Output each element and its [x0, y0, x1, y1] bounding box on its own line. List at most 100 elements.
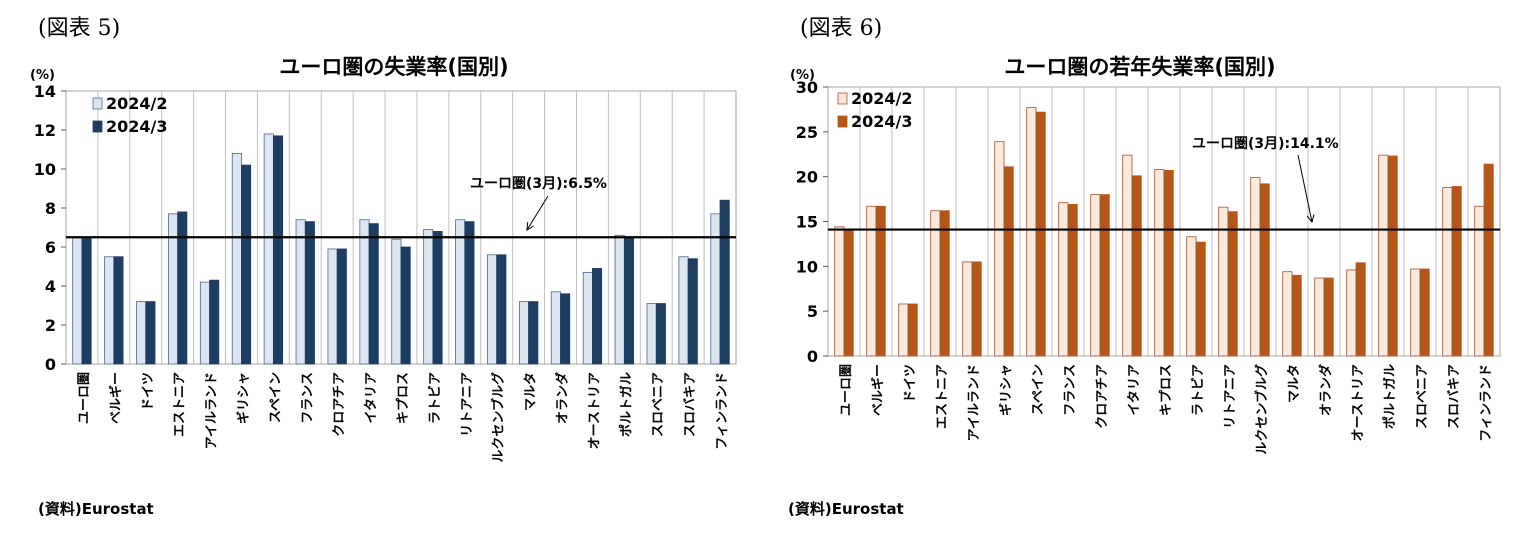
annotation-arrowhead [526, 222, 534, 231]
bar-mar-14 [528, 301, 539, 365]
bar-feb-1 [104, 256, 115, 365]
x-tick-label: フィンランド [1479, 364, 1494, 442]
bar-mar-16 [592, 268, 603, 365]
bar-feb-15 [550, 291, 561, 365]
bar-mar-13 [496, 254, 507, 365]
x-tick-label: ドイツ [141, 372, 156, 411]
x-tick-label: リトアニア [460, 372, 475, 437]
x-tick-label: フランス [1063, 364, 1078, 416]
x-tick-label: アイルランド [205, 372, 220, 449]
bar-feb-15 [1314, 277, 1325, 357]
x-tick-label: クロアチア [332, 372, 347, 437]
bar-feb-9 [1122, 154, 1133, 357]
bar-feb-5 [231, 152, 242, 365]
x-tick-label: スペイン [268, 372, 283, 423]
x-tick-label: ギリシャ [235, 372, 251, 424]
bar-mar-19 [687, 258, 698, 365]
y-tick-label: 12 [34, 121, 56, 140]
y-tick-label: 6 [45, 238, 56, 257]
x-tick-label: スペイン [1031, 364, 1046, 415]
bar-mar-2 [145, 301, 156, 365]
bar-mar-8 [1099, 194, 1110, 357]
y-tick-label: 14 [34, 82, 56, 101]
y-tick-label: 10 [34, 160, 56, 179]
x-tick-label: フランス [300, 372, 315, 424]
bar-feb-6 [1026, 107, 1037, 357]
x-tick-label: ルクセンブルグ [491, 372, 507, 463]
bar-feb-10 [1154, 169, 1165, 357]
source-note-2: (資料)Eurostat [788, 500, 904, 518]
y-tick-label: 30 [796, 78, 818, 97]
x-tick-label: リトアニア [1223, 364, 1238, 429]
bar-mar-18 [1419, 268, 1430, 357]
x-tick-label: マルタ [524, 372, 539, 411]
y-tick-label: 20 [796, 168, 818, 187]
y-axis-unit: (%) [790, 68, 815, 83]
bar-mar-0 [81, 236, 92, 365]
y-tick-label: 5 [807, 302, 818, 321]
y-tick-label: 25 [796, 123, 818, 142]
bar-feb-17 [614, 234, 625, 365]
bar-mar-12 [464, 221, 475, 365]
bar-mar-6 [1035, 111, 1046, 357]
figure-label-1: (図表 5) [38, 16, 121, 41]
x-tick-label: オーストリア [587, 372, 602, 449]
source-note-1: (資料)Eurostat [38, 500, 154, 518]
y-tick-label: 15 [796, 213, 818, 232]
chart-title: ユーロ圏の失業率(国別) [279, 55, 508, 79]
legend-label-1: 2024/3 [851, 112, 913, 131]
x-tick-label: ラトビア [427, 372, 443, 424]
bar-mar-7 [1067, 204, 1078, 357]
bar-mar-4 [209, 279, 220, 365]
bar-mar-12 [1227, 211, 1238, 357]
legend-label-0: 2024/2 [106, 94, 168, 113]
x-tick-label: ユーロ圏 [839, 364, 854, 416]
x-tick-label: イタリア [364, 372, 379, 423]
figure-label-2: (図表 6) [800, 16, 883, 41]
x-tick-label: キプロス [396, 372, 411, 424]
bar-feb-17 [1378, 154, 1389, 357]
bar-feb-5 [994, 141, 1005, 357]
bar-feb-16 [1346, 269, 1357, 357]
bar-feb-14 [1282, 271, 1293, 357]
x-tick-label: オランダ [1318, 364, 1334, 416]
bar-feb-0 [72, 236, 83, 365]
bar-feb-19 [678, 256, 689, 365]
legend-label-0: 2024/2 [851, 89, 913, 108]
bar-feb-12 [455, 219, 466, 365]
bar-mar-20 [1483, 163, 1494, 357]
bar-mar-18 [655, 303, 666, 365]
bar-feb-13 [1250, 177, 1261, 357]
bar-mar-9 [1131, 175, 1142, 357]
x-tick-label: ルクセンブルグ [1254, 364, 1270, 455]
bar-feb-10 [391, 238, 402, 365]
bar-feb-8 [1090, 194, 1101, 357]
bar-mar-6 [272, 135, 284, 365]
x-tick-label: キプロス [1159, 364, 1174, 416]
bar-mar-10 [1163, 169, 1174, 357]
annotation-arrowhead [1306, 214, 1315, 224]
bar-mar-16 [1355, 262, 1366, 357]
y-tick-label: 10 [796, 257, 818, 276]
bar-feb-11 [1186, 236, 1197, 357]
bar-mar-8 [336, 248, 347, 365]
x-tick-label: ベルギー [108, 372, 124, 424]
bar-mar-17 [1387, 155, 1398, 357]
unemployment-chart: ユーロ圏の失業率(国別) (%) 0 2 4 6 8 10 12 14 ユーロ圏 ベルギー ドイツ エスト… [30, 55, 737, 463]
reference-annotation: ユーロ圏(3月):6.5% [470, 176, 607, 192]
x-tick-label: スロベニア [1415, 364, 1430, 429]
bar-mar-0 [843, 229, 854, 357]
x-tick-label: ユーロ圏 [77, 372, 92, 424]
bar-mar-17 [623, 236, 634, 365]
x-tick-label: マルタ [1287, 364, 1302, 403]
x-tick-label: オーストリア [1351, 364, 1366, 441]
legend-swatch-0 [92, 97, 103, 110]
x-tick-label: オランダ [555, 372, 571, 424]
bar-mar-1 [875, 205, 886, 357]
bar-mar-3 [939, 210, 950, 357]
bar-feb-9 [359, 219, 370, 365]
bar-feb-18 [646, 303, 657, 365]
bar-mar-7 [304, 221, 315, 365]
legend-swatch-1 [837, 115, 848, 128]
x-tick-label: スロベニア [651, 372, 666, 437]
